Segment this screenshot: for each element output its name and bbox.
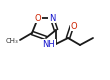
Text: N: N (49, 14, 55, 22)
Text: O: O (71, 22, 77, 30)
Text: CH₃: CH₃ (5, 38, 18, 44)
Text: NH: NH (42, 40, 55, 48)
Text: O: O (35, 14, 41, 22)
